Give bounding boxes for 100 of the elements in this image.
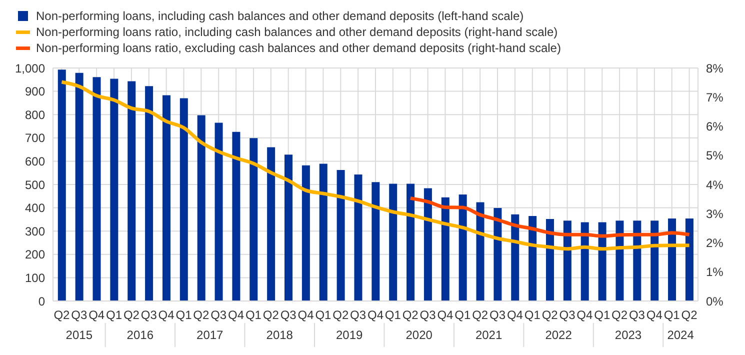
x-tick-label: Q3 [420, 308, 436, 322]
bar [563, 220, 572, 301]
bar [685, 218, 694, 301]
bar [389, 184, 398, 301]
bar [180, 98, 188, 301]
bar [372, 182, 380, 301]
bar [92, 77, 101, 301]
x-tick-label: Q3 [490, 308, 506, 322]
bar [128, 81, 136, 301]
text: 2024 [667, 328, 694, 342]
text: 2022 [545, 328, 572, 342]
x-tick-label: Q4 [88, 308, 105, 322]
bar [546, 218, 554, 301]
bar [598, 222, 606, 301]
x-tick-label: Q4 [298, 308, 314, 322]
x-tick-label: Q3 [210, 308, 227, 322]
x-tick-label: Q1 [106, 308, 122, 322]
bar [511, 214, 520, 301]
y-tick-label: 100 [24, 270, 46, 285]
bar [267, 147, 276, 301]
y2-tick-label: 5% [706, 148, 724, 163]
x-tick-label: Q1 [245, 308, 262, 322]
y-tick-label: 600 [24, 154, 46, 168]
y-tick-label: 400 [24, 201, 46, 216]
y-tick-label: 500 [24, 178, 46, 192]
y2-tick-label: 0% [706, 294, 724, 308]
y2-tick-label: 3% [706, 206, 724, 221]
text: 2023 [614, 328, 642, 342]
x-tick-label: Q1 [524, 308, 541, 322]
bar [424, 188, 432, 301]
y2-tick-label: 2% [706, 236, 724, 250]
bar [110, 78, 118, 301]
bar [494, 208, 502, 301]
text: 2020 [406, 328, 433, 342]
x-tick-label: Q3 [628, 308, 646, 322]
x-tick-label: Q1 [454, 308, 471, 322]
y-tick-label: 900 [24, 84, 46, 99]
text: 2015 [66, 328, 93, 342]
y2-tick-label: 8% [706, 61, 724, 76]
x-tick-label: Q2 [472, 308, 488, 322]
bar [668, 218, 676, 301]
x-tick-label: Q2 [681, 308, 698, 322]
x-tick-label: Q1 [315, 308, 332, 322]
x-tick-label: Q4 [228, 308, 244, 322]
bar [284, 154, 293, 301]
text: 2021 [475, 328, 502, 342]
x-tick-label: Q1 [594, 308, 610, 322]
bar [476, 202, 484, 301]
x-tick-label: Q3 [280, 308, 297, 322]
bar [458, 194, 467, 301]
bar [58, 70, 66, 301]
x-tick-label: Q2 [54, 308, 70, 322]
x-tick-label: Q4 [646, 308, 663, 322]
bar [406, 184, 415, 301]
x-tick-label: Q2 [332, 308, 349, 322]
y-tick-label: 800 [24, 108, 46, 122]
bar [528, 216, 537, 301]
bar [214, 122, 223, 301]
x-tick-label: Q1 [384, 308, 402, 322]
x-tick-label: Q3 [140, 308, 158, 322]
x-tick-label: Q3 [71, 308, 88, 322]
x-tick-label: Q2 [612, 308, 628, 322]
legend-label: Non-performing loans, including cash balances and other demand deposits (left-hand scale) [36, 8, 524, 24]
x-tick-label: Q2 [262, 308, 280, 322]
text: 2016 [126, 328, 154, 342]
bar [75, 72, 84, 301]
x-tick-label: Q4 [506, 308, 524, 322]
bar [162, 95, 170, 301]
line-series [408, 196, 692, 238]
bar [354, 174, 362, 301]
y-tick-label: 200 [24, 248, 46, 262]
x-tick-label: Q2 [123, 308, 140, 322]
bar [319, 164, 328, 301]
x-tick-label: Q1 [176, 308, 192, 322]
x-tick-label: Q1 [664, 308, 680, 322]
y-tick-label: 300 [24, 224, 46, 238]
bar [633, 220, 642, 301]
y2-tick-label: 1% [706, 265, 724, 280]
x-tick-label: Q3 [350, 308, 366, 322]
y2-tick-label: 6% [706, 120, 724, 134]
bar [145, 86, 154, 301]
bar [616, 220, 624, 301]
x-tick-label: Q3 [559, 308, 576, 322]
text: 2019 [336, 328, 364, 342]
x-tick-label: Q2 [402, 308, 419, 322]
x-tick-label: Q4 [367, 308, 384, 322]
legend-label: Non-performing loans ratio, including cash balances and other demand deposits (right-hand scale) [36, 24, 558, 40]
y2-tick-label: 7% [706, 90, 724, 104]
x-tick-label: Q2 [193, 308, 210, 322]
y-tick-label: 700 [24, 131, 46, 146]
bar [650, 220, 659, 301]
x-tick-label: Q4 [576, 308, 594, 322]
x-tick-label: Q4 [158, 308, 175, 322]
bar [302, 165, 310, 301]
legend-label: Non-performing loans ratio, excluding cash balances and other demand deposits (right-hand scale) [36, 40, 561, 56]
bar [336, 170, 345, 301]
bar [197, 115, 206, 301]
y2-tick-label: 4% [706, 178, 724, 192]
y-tick-label: 1,000 [14, 61, 46, 76]
x-tick-label: Q4 [437, 308, 454, 322]
